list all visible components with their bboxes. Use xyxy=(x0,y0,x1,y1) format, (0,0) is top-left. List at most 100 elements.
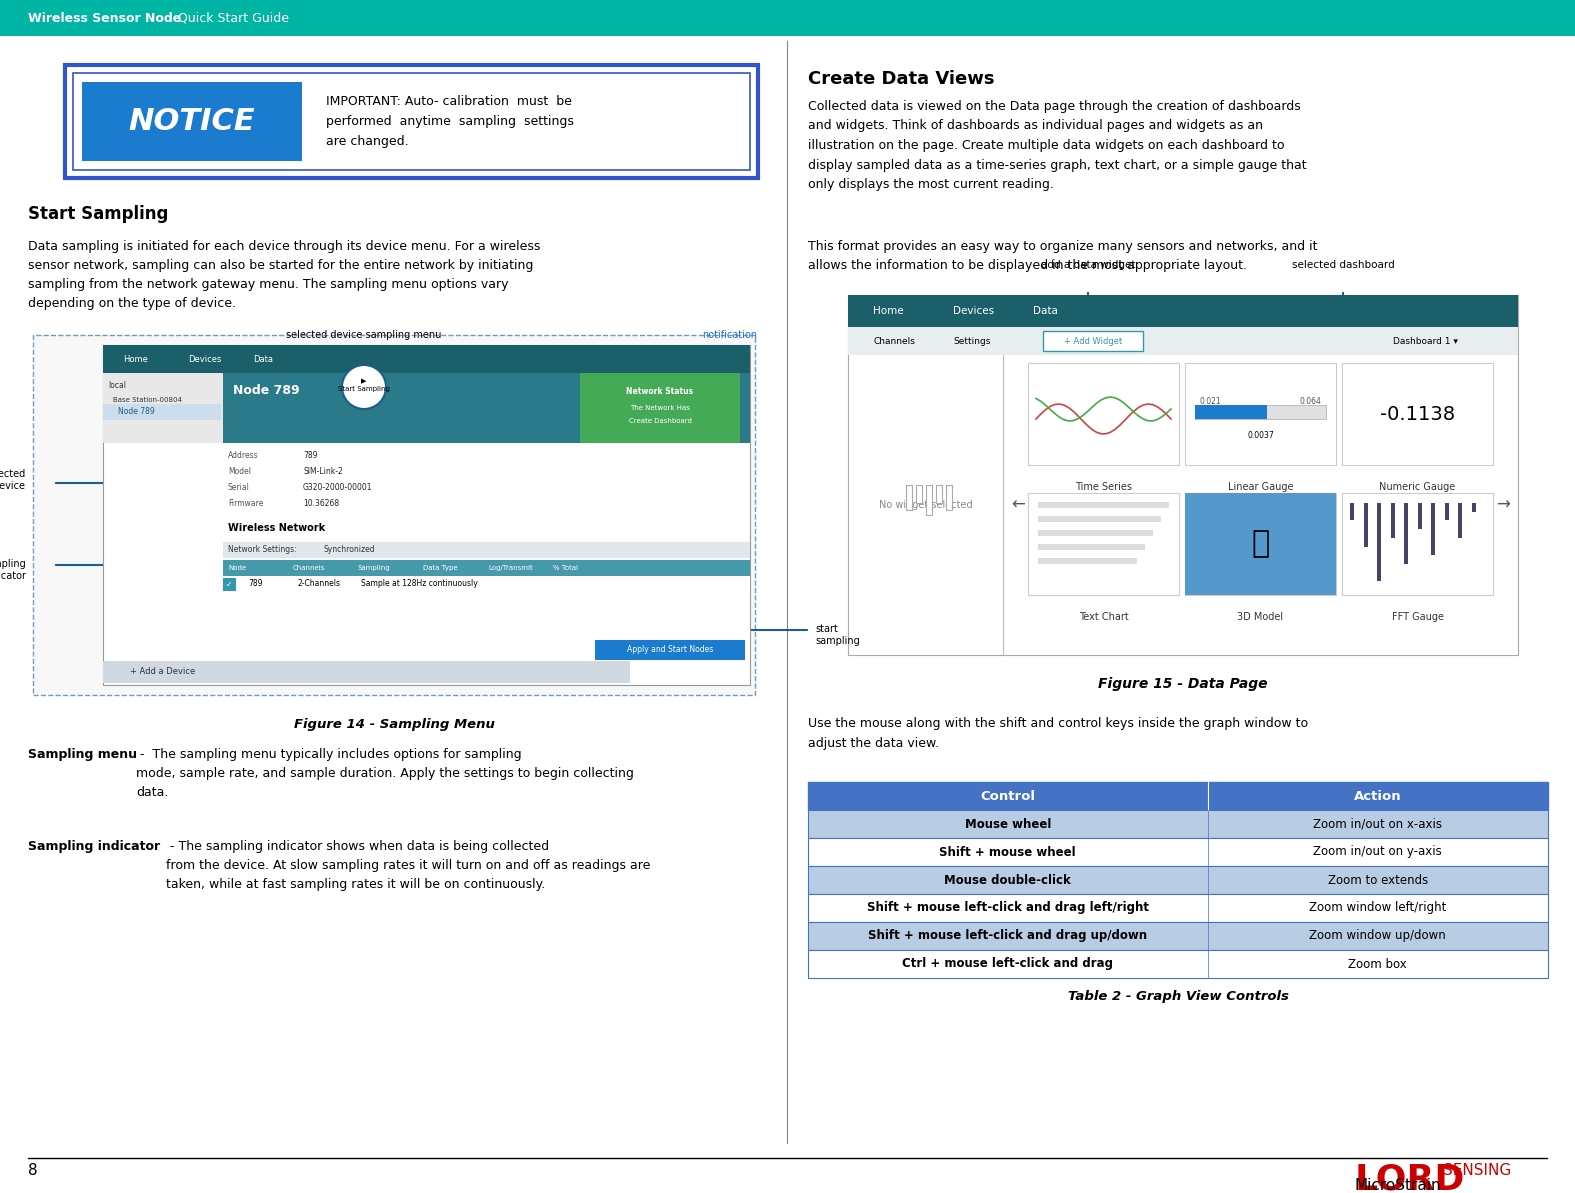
Bar xyxy=(808,781,1548,810)
Bar xyxy=(1364,503,1367,546)
Text: Node 789: Node 789 xyxy=(233,384,299,397)
Text: FFT Gauge: FFT Gauge xyxy=(1391,612,1444,622)
Bar xyxy=(1432,503,1435,555)
Text: -  The sampling menu typically includes options for sampling
mode, sample rate, : - The sampling menu typically includes o… xyxy=(135,748,633,799)
Bar xyxy=(224,542,750,558)
Text: Sampling menu: Sampling menu xyxy=(28,748,137,761)
Text: Ctrl + mouse left-click and drag: Ctrl + mouse left-click and drag xyxy=(902,958,1114,970)
Bar xyxy=(947,486,951,509)
Text: Firmware: Firmware xyxy=(228,500,263,508)
Bar xyxy=(224,577,235,591)
Bar xyxy=(33,335,754,696)
Bar xyxy=(1195,404,1266,419)
Text: Zoom box: Zoom box xyxy=(1348,958,1406,970)
Text: ←: ← xyxy=(1011,496,1025,514)
Bar xyxy=(1342,363,1493,465)
Text: Zoom in/out on x-axis: Zoom in/out on x-axis xyxy=(1314,817,1443,830)
Bar xyxy=(917,486,921,503)
Bar xyxy=(1377,503,1381,581)
Text: Synchronized: Synchronized xyxy=(323,545,375,555)
Text: Numeric Gauge: Numeric Gauge xyxy=(1380,482,1455,492)
Bar xyxy=(808,922,1548,950)
Bar xyxy=(936,486,942,503)
Bar xyxy=(224,576,750,592)
Text: LORD: LORD xyxy=(1354,1163,1465,1193)
Text: Node 789: Node 789 xyxy=(118,408,154,416)
Text: 789: 789 xyxy=(302,451,318,460)
Text: 0.0037: 0.0037 xyxy=(1247,432,1274,440)
Text: Sample at 128Hz continuously: Sample at 128Hz continuously xyxy=(361,580,477,588)
Bar xyxy=(1471,503,1476,512)
Text: Wireless Network: Wireless Network xyxy=(228,523,326,533)
Text: Zoom window left/right: Zoom window left/right xyxy=(1309,902,1446,915)
Text: Mouse wheel: Mouse wheel xyxy=(964,817,1051,830)
Bar xyxy=(1391,503,1394,538)
Bar xyxy=(102,661,630,684)
Text: + Add Widget: + Add Widget xyxy=(1063,336,1121,346)
Text: Network Status: Network Status xyxy=(627,387,693,396)
Text: Home: Home xyxy=(123,354,148,364)
Text: Collected data is viewed on the Data page through the creation of dashboards
and: Collected data is viewed on the Data pag… xyxy=(808,100,1307,191)
Text: selected
device: selected device xyxy=(0,469,27,490)
Text: Linear Gauge: Linear Gauge xyxy=(1228,482,1293,492)
Text: Create Dashboard: Create Dashboard xyxy=(628,418,691,424)
Text: Model: Model xyxy=(228,468,250,476)
Text: No widget selected: No widget selected xyxy=(879,500,972,509)
Text: Zoom to extends: Zoom to extends xyxy=(1328,873,1429,886)
Text: Shift + mouse left-click and drag up/down: Shift + mouse left-click and drag up/dow… xyxy=(868,929,1147,942)
Text: Quick Start Guide: Quick Start Guide xyxy=(173,12,288,25)
Bar xyxy=(906,486,912,509)
Text: Serial: Serial xyxy=(228,483,250,493)
Bar xyxy=(1184,363,1336,465)
Text: selected device sampling menu: selected device sampling menu xyxy=(287,330,441,340)
Bar xyxy=(808,866,1548,894)
Bar xyxy=(847,327,1518,356)
Text: Start Sampling: Start Sampling xyxy=(28,205,169,223)
Bar xyxy=(102,345,750,373)
Text: + Add a Device: + Add a Device xyxy=(131,668,195,676)
Bar xyxy=(1184,493,1336,595)
Text: Channels: Channels xyxy=(873,336,915,346)
Text: 10.36268: 10.36268 xyxy=(302,500,339,508)
Text: SIM-Link-2: SIM-Link-2 xyxy=(302,468,343,476)
Text: Devices: Devices xyxy=(187,354,222,364)
Text: 🚁: 🚁 xyxy=(1252,530,1269,558)
Text: local: local xyxy=(109,382,126,390)
Text: Time Series: Time Series xyxy=(1076,482,1132,492)
Text: NOTICE: NOTICE xyxy=(129,107,255,136)
Bar xyxy=(1028,493,1180,595)
Text: 0.064: 0.064 xyxy=(1299,397,1321,407)
Bar xyxy=(82,82,302,161)
Bar xyxy=(580,373,740,443)
Bar xyxy=(1444,503,1449,520)
Bar xyxy=(102,345,750,685)
Text: Data: Data xyxy=(254,354,272,364)
Text: Figure 15 - Data Page: Figure 15 - Data Page xyxy=(1098,676,1268,691)
Text: Devices: Devices xyxy=(953,305,994,316)
Text: Address: Address xyxy=(228,451,258,460)
Bar xyxy=(847,295,1518,327)
Text: Node: Node xyxy=(228,565,246,571)
Text: 2-Channels: 2-Channels xyxy=(298,580,342,588)
Bar xyxy=(102,373,224,443)
Text: ✓: ✓ xyxy=(225,580,232,588)
Bar xyxy=(847,295,1518,655)
Bar xyxy=(1403,503,1408,564)
Text: Dashboard 1 ▾: Dashboard 1 ▾ xyxy=(1394,336,1458,346)
Text: Channels: Channels xyxy=(293,565,326,571)
Text: Log/Transmit: Log/Transmit xyxy=(488,565,532,571)
Text: Figure 14 - Sampling Menu: Figure 14 - Sampling Menu xyxy=(293,718,495,731)
Bar xyxy=(72,73,750,169)
Bar xyxy=(1184,493,1336,595)
Bar xyxy=(1038,517,1161,523)
Text: G320-2000-00001: G320-2000-00001 xyxy=(302,483,373,493)
Bar xyxy=(808,894,1548,922)
Text: →: → xyxy=(1496,496,1510,514)
Text: Table 2 - Graph View Controls: Table 2 - Graph View Controls xyxy=(1068,990,1288,1003)
Text: - The sampling indicator shows when data is being collected
from the device. At : - The sampling indicator shows when data… xyxy=(165,840,650,891)
Text: MicroStrain: MicroStrain xyxy=(1354,1177,1441,1193)
Text: Action: Action xyxy=(1354,790,1402,803)
Bar xyxy=(1038,558,1137,564)
Text: Create Data Views: Create Data Views xyxy=(808,70,994,88)
Text: Mouse double-click: Mouse double-click xyxy=(945,873,1071,886)
